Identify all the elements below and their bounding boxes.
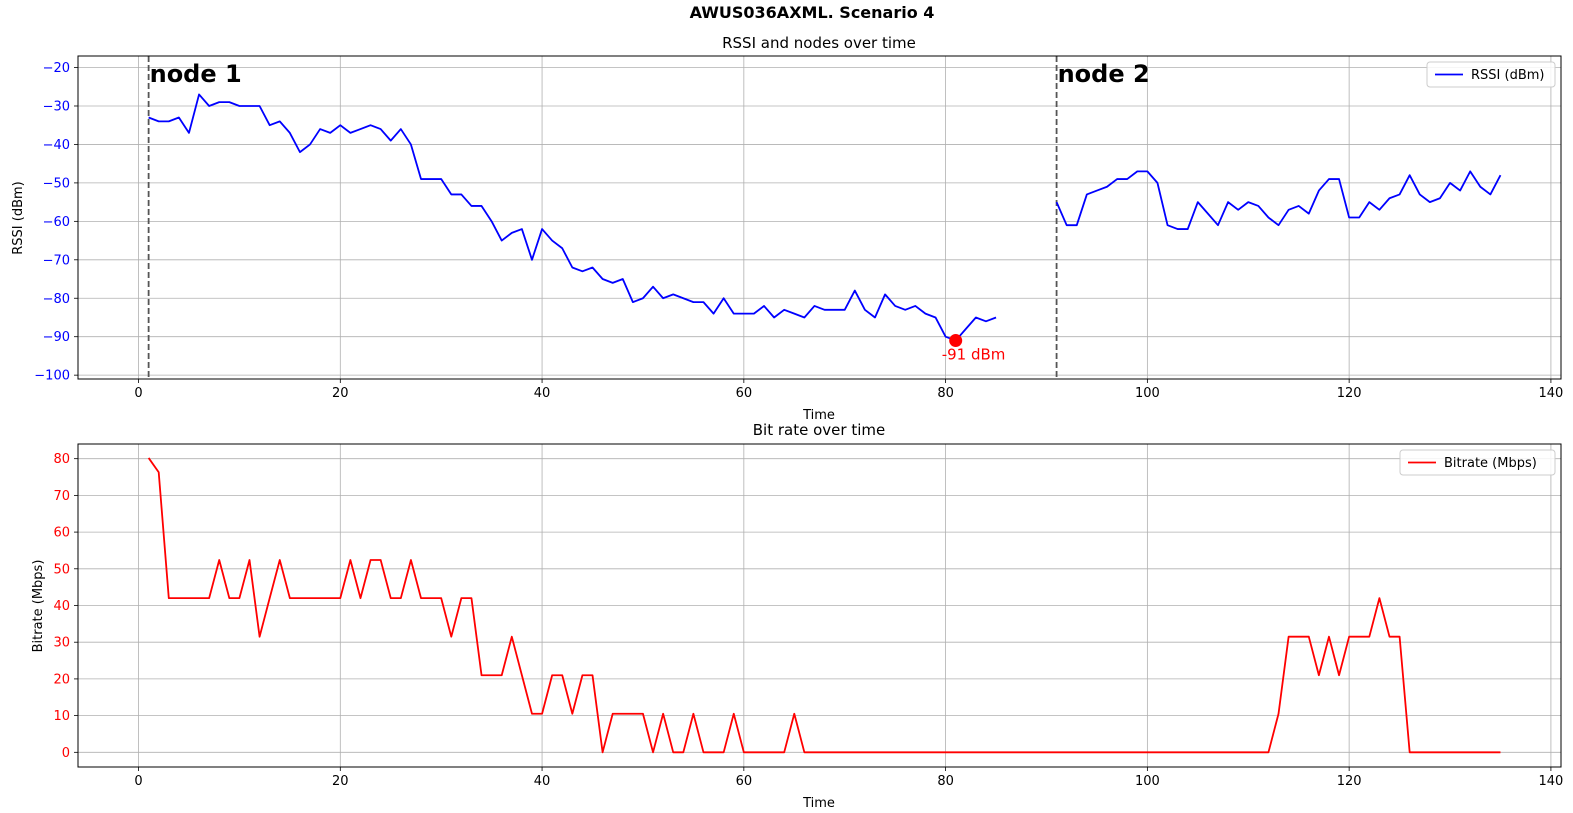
rssi-y-tick-label: −100 bbox=[34, 369, 70, 384]
bitrate-y-tick-label: 10 bbox=[53, 709, 70, 724]
rssi-series-line bbox=[148, 93, 997, 342]
rssi-x-tick-label: 20 bbox=[332, 386, 349, 401]
bitrate-x-tick-label: 100 bbox=[1135, 774, 1160, 789]
bitrate-chart-title: Bit rate over time bbox=[753, 421, 885, 439]
rssi-x-tick-label: 60 bbox=[736, 386, 753, 401]
rssi-y-axis-label: RSSI (dBm) bbox=[11, 181, 26, 254]
rssi-legend bbox=[1426, 61, 1556, 88]
bitrate-y-tick-label: 50 bbox=[53, 562, 70, 577]
rssi-y-tick-label: −70 bbox=[43, 253, 70, 268]
bitrate-chart: Bit rate over time Time Bitrate (Mbps) 0… bbox=[31, 421, 1563, 811]
bitrate-y-tick-label: 80 bbox=[53, 452, 70, 467]
rssi-y-tick-label: −30 bbox=[43, 99, 70, 114]
bitrate-x-tick-label: 140 bbox=[1538, 774, 1563, 789]
bitrate-x-tick-label: 60 bbox=[736, 774, 753, 789]
bitrate-y-axis-label: Bitrate (Mbps) bbox=[31, 560, 46, 653]
bitrate-y-tick-label: 30 bbox=[53, 636, 70, 651]
node-label-1: node 1 bbox=[150, 60, 242, 88]
rssi-x-axis-label: Time bbox=[802, 408, 835, 423]
bitrate-x-tick-label: 40 bbox=[534, 774, 551, 789]
rssi-chart: RSSI and nodes over time Time RSSI (dBm)… bbox=[11, 34, 1563, 423]
bitrate-legend-label: Bitrate (Mbps) bbox=[1444, 456, 1537, 471]
bitrate-y-tick-label: 70 bbox=[53, 489, 70, 504]
rssi-x-tick-label: 80 bbox=[937, 386, 954, 401]
bitrate-y-tick-label: 0 bbox=[62, 746, 70, 761]
rssi-x-tick-label: 120 bbox=[1337, 386, 1362, 401]
bitrate-series-line bbox=[147, 457, 1501, 754]
bitrate-x-tick-label: 0 bbox=[134, 774, 142, 789]
bitrate-x-tick-label: 120 bbox=[1337, 774, 1362, 789]
min-rssi-label: -91 dBm bbox=[942, 346, 1006, 364]
node-label-2: node 2 bbox=[1058, 60, 1150, 88]
bitrate-y-tick-label: 40 bbox=[53, 599, 70, 614]
rssi-y-tick-label: −60 bbox=[43, 215, 70, 230]
figure-title: AWUS036AXML. Scenario 4 bbox=[690, 3, 935, 22]
rssi-y-tick-label: −80 bbox=[43, 292, 70, 307]
bitrate-x-tick-label: 20 bbox=[332, 774, 349, 789]
rssi-x-tick-label: 40 bbox=[534, 386, 551, 401]
rssi-x-tick-label: 0 bbox=[134, 386, 142, 401]
rssi-x-tick-label: 100 bbox=[1135, 386, 1160, 401]
rssi-x-tick-label: 140 bbox=[1538, 386, 1563, 401]
bitrate-x-tick-label: 80 bbox=[937, 774, 954, 789]
bitrate-x-axis-label: Time bbox=[802, 796, 835, 811]
bitrate-y-tick-label: 60 bbox=[53, 526, 70, 541]
bitrate-axes-frame bbox=[77, 443, 1562, 768]
rssi-y-tick-label: −20 bbox=[43, 61, 70, 76]
rssi-y-tick-label: −50 bbox=[43, 176, 70, 191]
rssi-series-line bbox=[1055, 170, 1502, 230]
rssi-axes-frame bbox=[77, 55, 1562, 380]
rssi-chart-title: RSSI and nodes over time bbox=[722, 34, 916, 52]
bitrate-legend bbox=[1399, 449, 1556, 476]
rssi-y-tick-label: −90 bbox=[43, 330, 70, 345]
rssi-legend-label: RSSI (dBm) bbox=[1471, 68, 1544, 83]
bitrate-y-tick-label: 20 bbox=[53, 672, 70, 687]
rssi-y-tick-label: −40 bbox=[43, 138, 70, 153]
min-rssi-marker bbox=[949, 334, 963, 348]
